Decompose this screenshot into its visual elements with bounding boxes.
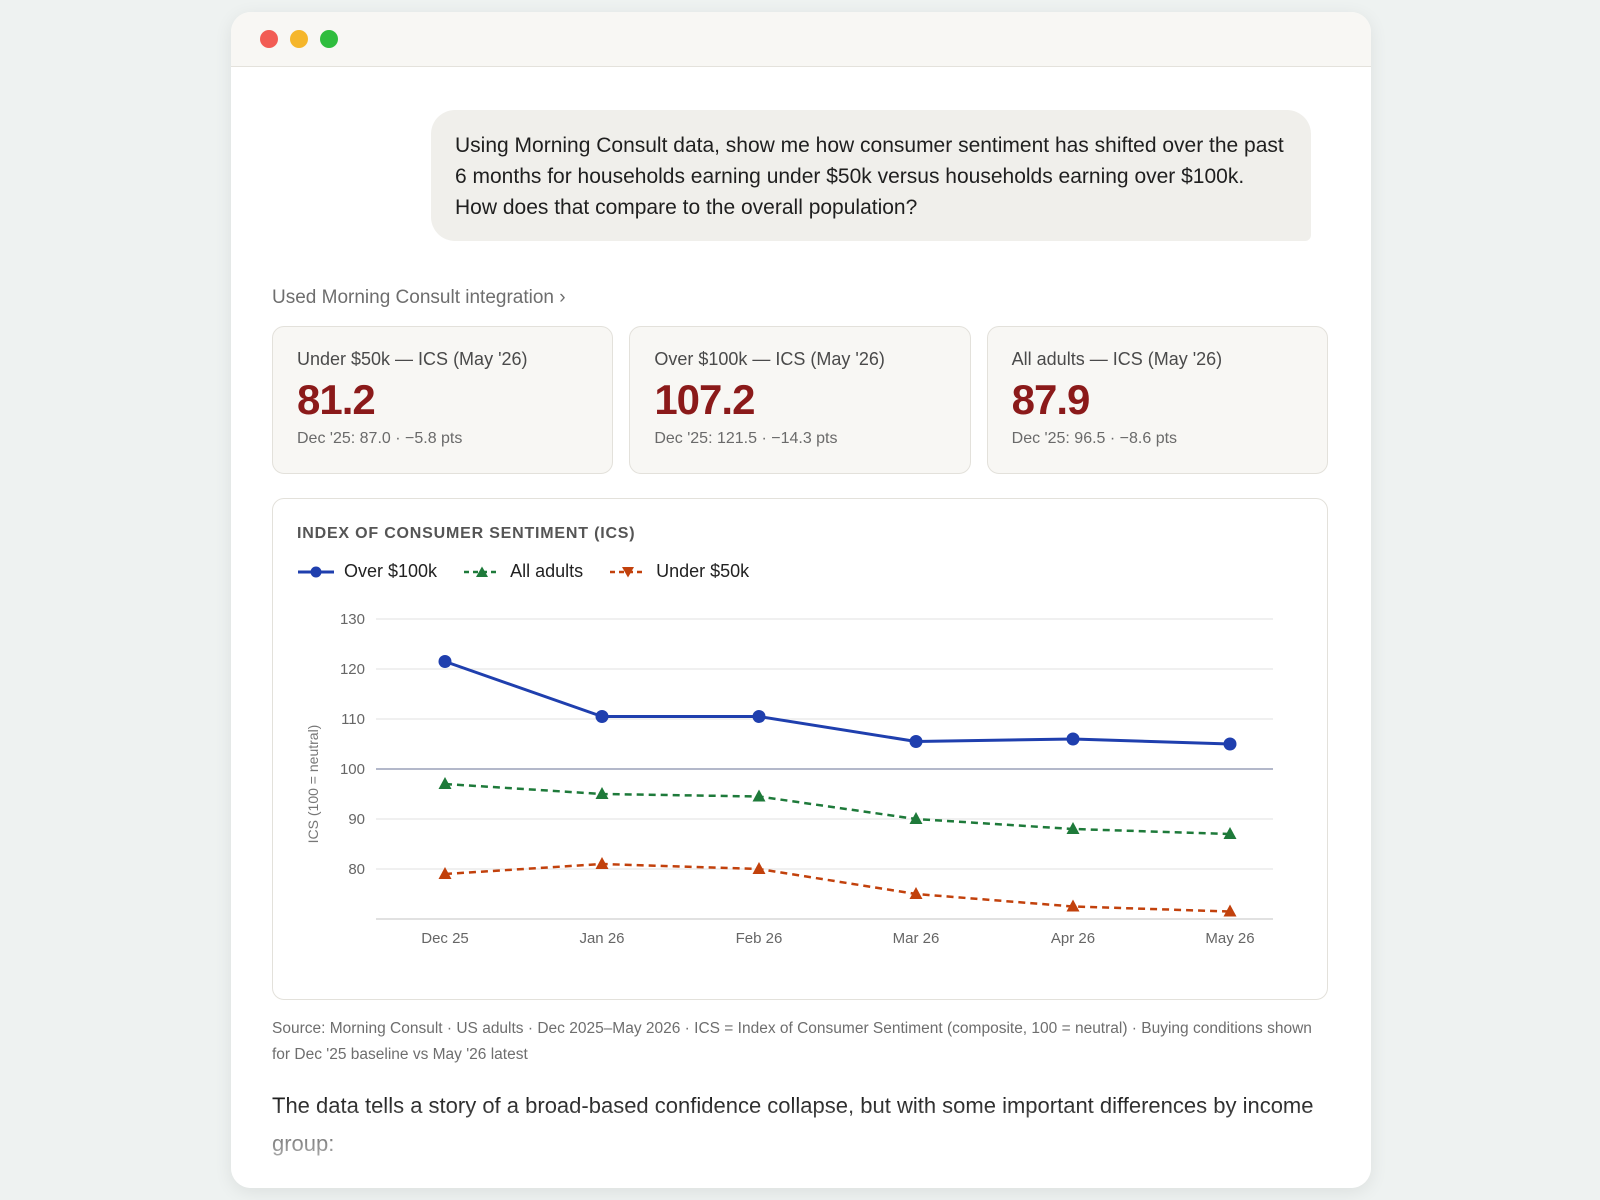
legend-triangle-up-marker-icon — [464, 566, 501, 577]
data-point-all-adults — [1066, 822, 1080, 834]
y-tick-label: 110 — [341, 711, 365, 728]
x-tick-label: Jan 26 — [579, 930, 624, 947]
data-point-all-adults — [595, 787, 609, 799]
line-chart: 80 90 100 110 120 130 Dec 25 Jan 26 Feb 26 Mar 26… — [305, 611, 1273, 947]
data-point-under-50k — [752, 862, 766, 874]
data-point-all-adults — [438, 777, 452, 789]
title-bar — [231, 12, 1371, 67]
series-line-over-100k — [444, 660, 1231, 746]
data-point-all-adults — [752, 789, 766, 802]
metric-card-value: 107.2 — [654, 376, 755, 423]
legend-item-over-100k[interactable]: Over $100k — [297, 561, 437, 582]
data-point-over-100k — [909, 735, 923, 748]
data-point-all-adults — [1223, 827, 1237, 839]
maximize-window-button[interactable] — [320, 30, 338, 48]
x-tick-label: Apr 26 — [1051, 930, 1095, 947]
data-point-over-100k — [752, 710, 766, 723]
data-point-all-adults — [909, 812, 923, 824]
chart-card: 80 90 100 110 120 130 Dec 25 Jan 26 Feb 26 Mar 26… — [272, 498, 1328, 1000]
data-point-under-50k — [1223, 904, 1237, 917]
legend-item-under-50k[interactable]: Under $50k — [609, 561, 749, 582]
app-window: Using Morning Consult data, show me how … — [231, 12, 1371, 1188]
user-message-text: Using Morning Consult data, show me how … — [455, 134, 1284, 219]
source-note: Source: Morning Consult · US adults · De… — [272, 1020, 1312, 1063]
legend-label: Over $100k — [344, 561, 438, 581]
response-paragraph: The data tells a story of a broad-based … — [272, 1093, 1314, 1156]
data-point-under-50k — [909, 887, 923, 899]
x-tick-label: May 26 — [1205, 930, 1254, 947]
minimize-window-button[interactable] — [290, 30, 308, 48]
data-point-under-50k — [595, 857, 609, 869]
x-tick-label: Mar 26 — [893, 930, 940, 947]
x-tick-label: Feb 26 — [736, 930, 783, 947]
x-tick-label: Dec 25 — [421, 930, 469, 947]
data-point-over-100k — [595, 710, 609, 723]
metric-card-title: Over $100k — ICS (May '26) — [654, 349, 885, 369]
series-line-under-50k — [444, 862, 1231, 913]
metric-card-value: 81.2 — [297, 376, 376, 423]
legend-circle-marker-icon — [298, 566, 334, 577]
metric-card-subtext: Dec '25: 96.5 · −8.6 pts — [1011, 430, 1178, 447]
integration-link[interactable]: Used Morning Consult integration › — [272, 287, 566, 308]
chart-heading: INDEX OF CONSUMER SENTIMENT (ICS) — [297, 525, 636, 542]
data-point-under-50k — [1066, 899, 1080, 912]
y-tick-label: 100 — [340, 761, 365, 778]
y-tick-label: 90 — [348, 811, 365, 828]
metric-card-title: Under $50k — ICS (May '26) — [297, 349, 528, 369]
data-point-under-50k — [438, 867, 452, 879]
legend-item-all-adults[interactable]: All adults — [463, 561, 583, 582]
data-point-over-100k — [438, 655, 452, 668]
series-line-all-adults — [444, 782, 1231, 836]
user-message-bubble: Using Morning Consult data, show me how … — [431, 110, 1311, 241]
metric-card-value: 87.9 — [1011, 376, 1091, 423]
legend-label: Under $50k — [656, 561, 750, 581]
y-tick-label: 80 — [348, 861, 365, 878]
metric-card-title: All adults — ICS (May '26) — [1011, 349, 1223, 369]
metric-card-under-50k: Under $50k — ICS (May '26) 81.2 Dec '25:… — [272, 326, 614, 474]
data-point-over-100k — [1066, 732, 1080, 746]
chart-legend: Over $100k All adults Under $50k — [297, 561, 749, 582]
y-axis-label: ICS (100 = neutral) — [305, 725, 321, 844]
legend-triangle-down-marker-icon — [610, 566, 647, 577]
metric-card-subtext: Dec '25: 87.0 · −5.8 pts — [297, 430, 463, 447]
legend-label: All adults — [510, 561, 584, 581]
metric-card-all-adults: All adults — ICS (May '26) 87.9 Dec '25:… — [986, 326, 1328, 474]
metric-cards: Under $50k — ICS (May '26) 81.2 Dec '25:… — [272, 326, 1328, 474]
metric-card-over-100k: Over $100k — ICS (May '26) 107.2 Dec '25… — [629, 326, 971, 474]
data-point-over-100k — [1223, 737, 1237, 751]
y-tick-label: 120 — [340, 661, 365, 678]
close-window-button[interactable] — [260, 30, 278, 48]
y-tick-label: 130 — [340, 611, 365, 628]
metric-card-subtext: Dec '25: 121.5 · −14.3 pts — [654, 430, 838, 447]
